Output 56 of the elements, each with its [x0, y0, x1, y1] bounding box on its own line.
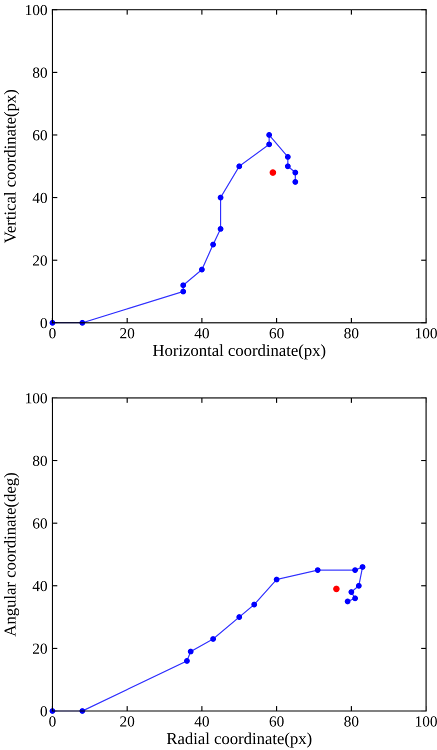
point [333, 586, 340, 592]
x-tick-label: 40 [194, 328, 209, 338]
point [274, 576, 280, 582]
y-tick-label: 60 [32, 518, 47, 529]
point [236, 163, 242, 170]
x-tick-label: 100 [416, 328, 437, 338]
x-tick-label: 80 [344, 716, 358, 727]
point [210, 636, 216, 642]
point [188, 648, 194, 654]
point [352, 567, 358, 574]
point [284, 154, 291, 160]
x-tick-label: 20 [120, 328, 134, 338]
y-axis-title: Angular coordinate(deg) [4, 473, 20, 636]
point [266, 141, 272, 148]
y-tick-label: 80 [32, 68, 47, 78]
y-tick-label: 80 [32, 456, 47, 466]
point [314, 567, 321, 574]
x-axis-title: Radial coordinate(px) [166, 732, 312, 748]
y-tick-label: 40 [32, 580, 47, 592]
y-tick-label: 0 [40, 318, 47, 328]
y-tick-label: 100 [26, 4, 47, 16]
point [218, 226, 224, 232]
y-tick-label: 0 [40, 706, 47, 716]
point [348, 589, 354, 595]
y-tick-label: 60 [32, 130, 47, 140]
point [284, 163, 291, 170]
point [210, 242, 216, 248]
x-tick-label: 0 [49, 328, 56, 338]
y-tick-label: 20 [32, 255, 47, 266]
x-tick-label: 40 [194, 716, 209, 727]
point [184, 658, 190, 664]
point [236, 614, 242, 620]
y-tick-label: 100 [26, 393, 47, 404]
point [180, 282, 186, 288]
point [344, 598, 351, 604]
point [270, 169, 276, 176]
point [292, 170, 298, 176]
x-tick-label: 80 [344, 328, 358, 338]
point [180, 288, 186, 294]
point [251, 602, 258, 608]
point [360, 564, 366, 570]
x-tick-label: 100 [416, 716, 437, 727]
point [218, 194, 224, 200]
x-tick-label: 60 [270, 328, 284, 338]
point [292, 179, 298, 185]
point [198, 266, 205, 273]
y-tick-label: 40 [32, 192, 47, 204]
point [352, 595, 358, 602]
x-tick-label: 60 [270, 716, 284, 727]
point [266, 132, 272, 138]
y-tick-label: 20 [32, 644, 47, 654]
x-axis-title: Horizontal coordinate(px) [152, 344, 326, 360]
y-axis-title: Vertical coordinate(px) [4, 90, 20, 244]
x-tick-label: 20 [120, 716, 134, 727]
point [356, 582, 362, 589]
x-tick-label: 0 [49, 716, 56, 727]
